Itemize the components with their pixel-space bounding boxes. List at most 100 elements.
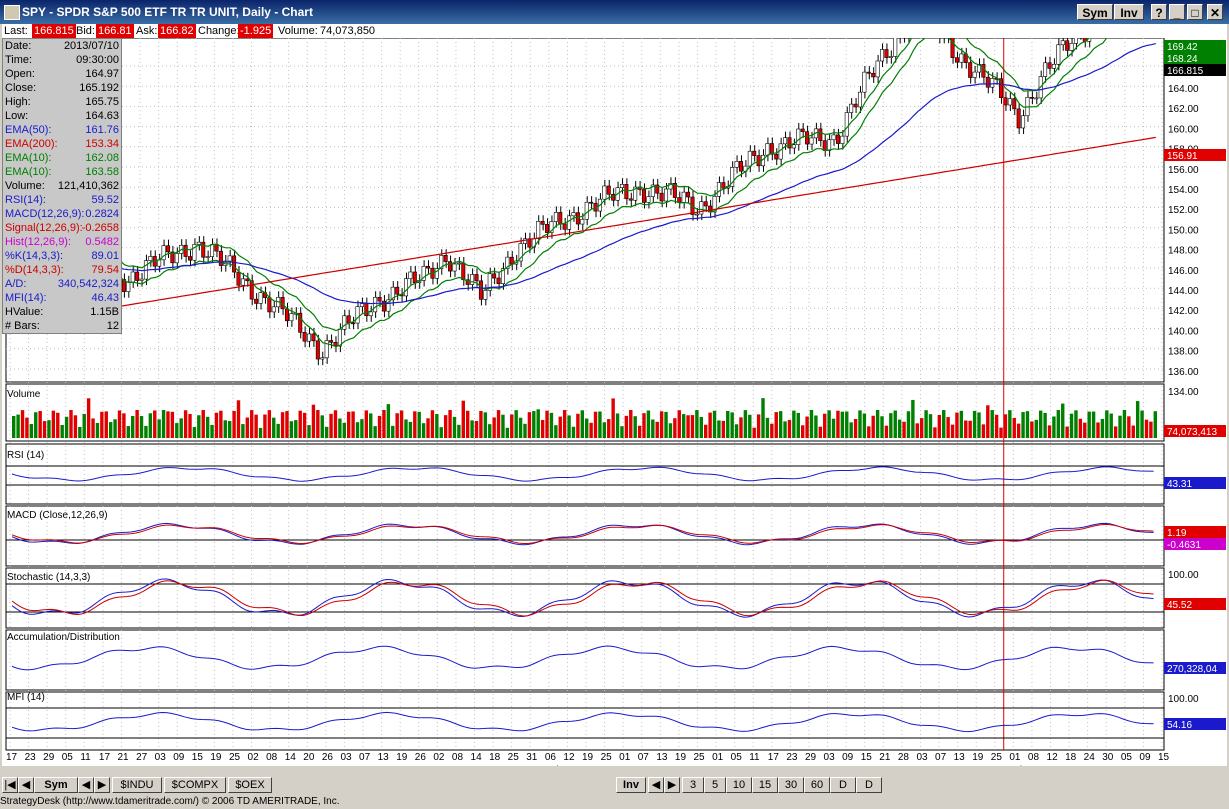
data-panel-label: # Bars: (5, 320, 40, 332)
data-panel-value: 79.54 (91, 264, 119, 276)
interval-3[interactable]: 3 (682, 777, 704, 793)
data-panel-value: 1.15B (90, 306, 119, 318)
price-axis-label: 146.00 (1168, 266, 1199, 277)
interval-60[interactable]: 60 (804, 777, 830, 793)
volume-bar (355, 422, 360, 438)
volume-bar (770, 423, 774, 438)
volume-bar (642, 413, 646, 438)
prev-icon[interactable]: ◀ (18, 777, 34, 793)
candle-body (461, 262, 466, 281)
candle-body (377, 296, 382, 302)
inv-next-icon[interactable]: ▶ (664, 777, 680, 793)
price-axis-label: 140.00 (1168, 326, 1199, 337)
price-axis-label: 160.00 (1168, 124, 1199, 135)
interval-5[interactable]: 5 (704, 777, 726, 793)
volume-bar (787, 419, 792, 438)
interval-30[interactable]: 30 (778, 777, 804, 793)
stochastic-panel (5, 567, 1165, 629)
x-axis-day: 14 (285, 752, 297, 763)
first-icon[interactable]: |◀ (2, 777, 18, 793)
data-panel-row: Volume: 121,410,362 (3, 179, 121, 193)
minimize-icon[interactable]: _ (1169, 4, 1185, 20)
volume-bar (800, 425, 805, 438)
volume-bar (1047, 425, 1052, 438)
volume-bar (554, 425, 558, 438)
candle-body (575, 212, 580, 225)
inv-tab-button[interactable]: Inv (616, 777, 646, 793)
x-axis-day: 02 (248, 752, 260, 763)
volume-bar (1069, 413, 1074, 438)
volume-bar (316, 410, 320, 438)
volume-bar (452, 416, 457, 438)
volume-bar (536, 409, 540, 438)
volume-bar (593, 411, 598, 438)
sym-tab-button[interactable]: Sym (34, 777, 78, 793)
sym-next-icon[interactable]: ▶ (94, 777, 110, 793)
maximize-icon[interactable]: □ (1187, 4, 1203, 20)
candle-body (540, 221, 545, 225)
candle-body (470, 274, 475, 285)
x-axis-day: 08 (266, 752, 278, 763)
tab-indu[interactable]: $INDU (112, 777, 162, 793)
x-axis-day: 19 (396, 752, 408, 763)
volume-bar (717, 420, 721, 438)
price-tag: 166.815 (1167, 66, 1204, 77)
candle-body (650, 184, 655, 197)
interval-daily[interactable]: D (830, 777, 856, 793)
volume-bar (704, 424, 708, 438)
stochastic-panel-title: Stochastic (14,3,3) (7, 572, 91, 583)
sym-prev-icon[interactable]: ◀ (78, 777, 94, 793)
inv-prev-icon[interactable]: ◀ (648, 777, 664, 793)
volume-bar (148, 413, 153, 438)
close-icon[interactable]: ✕ (1207, 4, 1223, 20)
volume-bar (686, 415, 690, 438)
volume-bar (999, 427, 1003, 438)
interval-10[interactable]: 10 (726, 777, 752, 793)
volume-bar (144, 425, 148, 438)
candle-body (126, 281, 131, 292)
interval-daily-alt[interactable]: D (856, 777, 882, 793)
tab-compx[interactable]: $COMPX (164, 777, 226, 793)
x-axis-day: 21 (879, 752, 891, 763)
interval-15[interactable]: 15 (752, 777, 778, 793)
candle-body (602, 185, 607, 200)
volume-bar (818, 426, 823, 438)
volume-bar (360, 419, 364, 438)
candle-body (809, 137, 814, 145)
chart-area[interactable]: 164.00162.00160.00158.00156.00154.00152.… (2, 0, 1227, 776)
price-axis-label: 138.00 (1168, 347, 1199, 358)
volume-bar (413, 411, 417, 438)
candle-body (505, 256, 510, 269)
candle-body (1016, 108, 1021, 129)
candle-body (359, 303, 364, 307)
help-icon[interactable]: ? (1151, 4, 1167, 20)
x-axis-day: 05 (731, 752, 743, 763)
volume-bar (346, 411, 351, 438)
stoch-d-line (11, 579, 1154, 617)
volume-bar (505, 427, 510, 438)
volume-bar (470, 420, 474, 438)
volume-bar (699, 416, 704, 438)
volume-bar (205, 416, 210, 438)
volume-bar (386, 404, 391, 438)
x-axis-day: 09 (1139, 752, 1151, 763)
x-axis-day: 07 (359, 752, 371, 763)
sym-button[interactable]: Sym (1077, 4, 1113, 20)
candle-body (818, 128, 823, 141)
chart-svg[interactable]: 164.00162.00160.00158.00156.00154.00152.… (2, 0, 1227, 776)
volume-bar (258, 427, 263, 438)
candle-body (1060, 40, 1065, 46)
candle-body (227, 255, 232, 262)
candle-body (628, 198, 633, 201)
volume-bar (227, 421, 232, 438)
price-axis-label: 164.00 (1168, 84, 1199, 95)
candle-body (201, 241, 206, 258)
candle-body (831, 134, 836, 141)
price-axis-label: 148.00 (1168, 246, 1199, 257)
x-axis-month: Jan 2013 (433, 765, 475, 766)
data-panel-label: RSI(14): (5, 194, 46, 206)
candle-body (249, 280, 254, 300)
inv-button[interactable]: Inv (1114, 4, 1144, 20)
volume-bar (523, 423, 527, 438)
tab-oex[interactable]: $OEX (228, 777, 272, 793)
